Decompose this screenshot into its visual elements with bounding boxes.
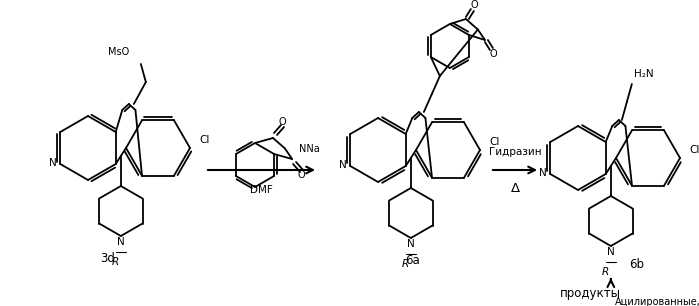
Text: Cl: Cl bbox=[200, 135, 210, 145]
Text: NNa: NNa bbox=[299, 144, 319, 154]
Text: R: R bbox=[601, 267, 609, 277]
Text: 6b: 6b bbox=[629, 259, 644, 271]
Text: O: O bbox=[489, 49, 497, 59]
Text: O: O bbox=[278, 117, 286, 127]
Text: R: R bbox=[111, 257, 119, 267]
Text: продукты: продукты bbox=[561, 286, 621, 300]
Text: DMF: DMF bbox=[250, 185, 273, 195]
Text: N: N bbox=[607, 247, 614, 257]
Text: N: N bbox=[117, 237, 124, 247]
Text: Cl: Cl bbox=[690, 145, 699, 155]
Text: H₂N: H₂N bbox=[634, 69, 654, 79]
Text: O: O bbox=[297, 170, 305, 180]
Text: N: N bbox=[407, 239, 415, 249]
Text: Гидразин: Гидразин bbox=[489, 147, 541, 157]
Text: 3d: 3d bbox=[101, 252, 115, 266]
Text: Cl: Cl bbox=[490, 137, 500, 147]
Text: N: N bbox=[539, 168, 547, 178]
Text: N: N bbox=[49, 158, 57, 168]
Text: R: R bbox=[401, 259, 408, 269]
Text: MsO: MsO bbox=[108, 47, 129, 57]
Text: Δ: Δ bbox=[510, 181, 519, 195]
Text: 6a: 6a bbox=[405, 255, 420, 267]
Text: O: O bbox=[470, 0, 477, 10]
Text: Ацилированные,: Ацилированные, bbox=[615, 297, 699, 306]
Text: N: N bbox=[339, 160, 347, 170]
